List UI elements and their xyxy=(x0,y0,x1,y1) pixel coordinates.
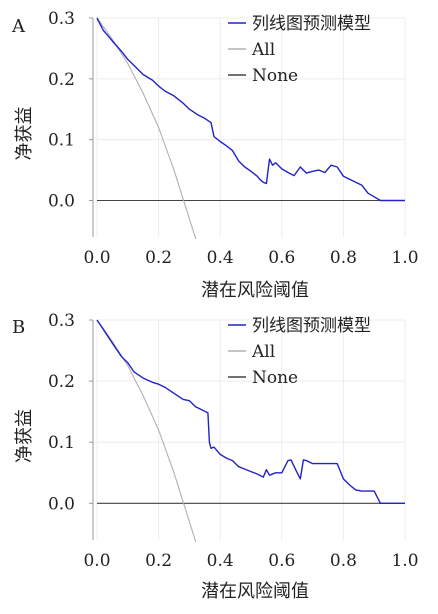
legend-entry: All xyxy=(251,40,275,60)
chart-panel-a: 0.0 0.1 0.2 0.3 0.0 0.2 0.4 0.6 0.8 1.0 潜在风险阈值 净获益 A… xyxy=(11,9,419,301)
legend-entry: 列线图预测模型 xyxy=(252,316,371,336)
y-tick-label: 0.3 xyxy=(48,311,75,331)
y-axis-label: 净获益 xyxy=(14,107,35,161)
x-tick-label: 0.4 xyxy=(207,551,234,571)
y-tick-label: 0.1 xyxy=(48,131,75,151)
y-tick-label: 0.1 xyxy=(48,433,75,453)
x-tick-label: 0.0 xyxy=(83,551,110,571)
x-tick-label: 0.2 xyxy=(145,248,172,268)
x-axis-label: 潜在风险阈值 xyxy=(201,280,309,301)
series-lines xyxy=(96,319,405,542)
x-tick-label: 1.0 xyxy=(391,551,418,571)
x-tick-label: 0.6 xyxy=(268,248,295,268)
x-tick-label: 0.0 xyxy=(83,248,110,268)
chart-panel-b: 0.0 0.1 0.2 0.3 0.0 0.2 0.4 0.6 0.8 1.0 潜在风险阈值 净获益 B… xyxy=(12,311,419,602)
y-tick-label: 0.3 xyxy=(48,9,75,29)
y-axis-label: 净获益 xyxy=(14,409,35,463)
legend: 列线图预测模型 All None xyxy=(228,14,371,86)
y-tick-label: 0.0 xyxy=(48,192,75,212)
legend: 列线图预测模型 All None xyxy=(228,316,371,388)
x-tick-label: 0.4 xyxy=(207,248,234,268)
x-tick-label: 0.8 xyxy=(330,248,357,268)
legend-entry: 列线图预测模型 xyxy=(252,14,371,34)
legend-entry: None xyxy=(252,66,298,86)
x-tick-label: 0.6 xyxy=(268,551,295,571)
x-tick-label: 0.8 xyxy=(330,551,357,571)
y-tick-label: 0.2 xyxy=(48,372,75,392)
series-line-model xyxy=(96,319,405,504)
legend-entry: All xyxy=(251,342,275,362)
panel-label: A xyxy=(11,16,26,37)
x-tick-label: 0.2 xyxy=(145,551,172,571)
y-tick-label: 0.0 xyxy=(48,494,75,514)
panel-label: B xyxy=(12,317,25,338)
series-lines xyxy=(96,17,405,239)
x-axis-label: 潜在风险阈值 xyxy=(201,581,309,602)
y-tick-label: 0.2 xyxy=(48,70,75,90)
x-tick-label: 1.0 xyxy=(391,248,418,268)
legend-entry: None xyxy=(252,368,298,388)
series-line-model xyxy=(96,17,405,202)
